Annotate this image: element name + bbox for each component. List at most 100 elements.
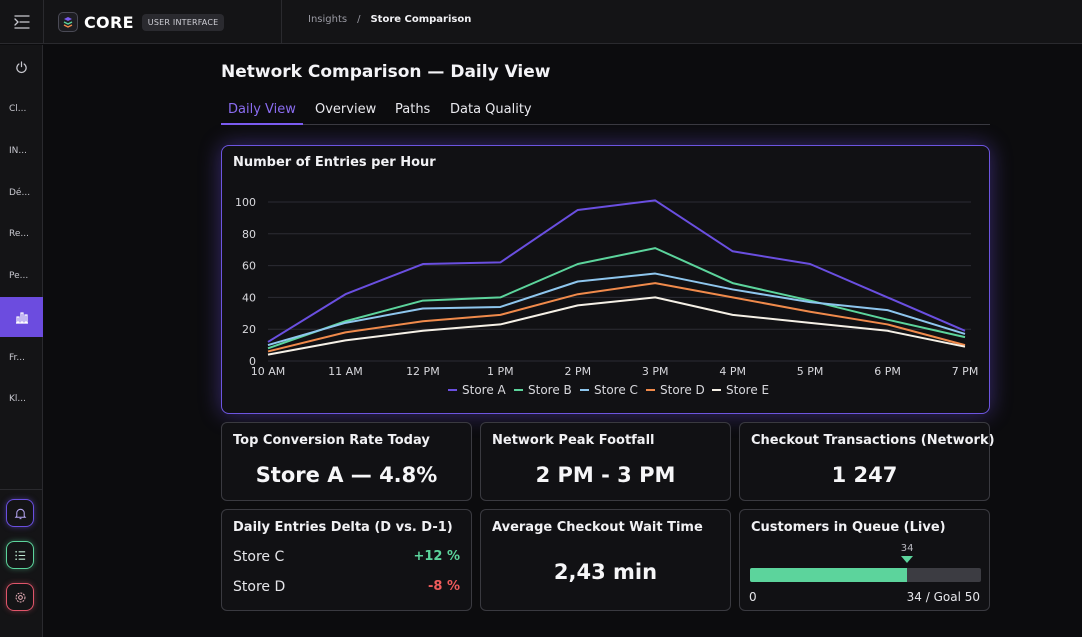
list-icon: [14, 550, 25, 560]
delta-store-label: Store C: [233, 549, 285, 565]
x-tick-label: 3 PM: [642, 365, 669, 378]
queue-progress-bar: [750, 568, 981, 582]
checkout-wait-card-title: Average Checkout Wait Time: [492, 520, 703, 535]
y-tick-label: 60: [242, 260, 256, 273]
top-bar: CORE USER INTERFACE Insights / Store Com…: [0, 0, 1082, 44]
checkout-transactions-card-title: Checkout Transactions (Network): [751, 433, 995, 448]
tab-daily-view[interactable]: Daily View: [221, 102, 303, 125]
sidebar-item-3[interactable]: Dé...: [0, 173, 43, 213]
y-tick-label: 40: [242, 291, 256, 304]
sidebar-item-1[interactable]: Cl...: [0, 89, 43, 129]
bar-chart-icon: [15, 312, 28, 324]
sidebar-item-label: IN...: [9, 146, 27, 156]
power-icon: [16, 60, 27, 73]
sidebar-divider: [0, 489, 43, 490]
queue-min-label: 0: [749, 590, 757, 604]
queue-marker-icon: [901, 556, 914, 563]
y-tick-label: 0: [249, 355, 256, 368]
peak-footfall-card-title: Network Peak Footfall: [492, 433, 655, 448]
peak-footfall-card-value: 2 PM - 3 PM: [535, 463, 676, 487]
sidebar-item-8[interactable]: Kl...: [0, 379, 43, 419]
conversion-card-title: Top Conversion Rate Today: [233, 433, 430, 448]
delta-value: +12 %: [413, 549, 460, 564]
menu-toggle-button[interactable]: [0, 0, 44, 44]
x-tick-label: 4 PM: [719, 365, 746, 378]
x-tick-label: 2 PM: [564, 365, 591, 378]
queue-current-label: 34: [900, 543, 914, 554]
checkout-transactions-card: Checkout Transactions (Network) 1 247: [739, 422, 995, 501]
x-tick-label: 6 PM: [874, 365, 901, 378]
checkout-wait-card-value: 2,43 min: [553, 560, 658, 584]
series-line-store-b: [267, 247, 966, 350]
sidebar: Cl... IN... Dé... Re... Pe... Fr... Kl..…: [0, 45, 43, 637]
x-tick-label: 12 PM: [406, 365, 440, 378]
settings-button[interactable]: [6, 583, 34, 611]
series-line-store-d: [267, 282, 966, 353]
delta-row-store-c: Store C +12 %: [233, 549, 460, 565]
sidebar-item-4[interactable]: Re...: [0, 214, 43, 254]
checkout-wait-card: Average Checkout Wait Time 2,43 min: [480, 509, 731, 611]
sidebar-item-5[interactable]: Pe...: [0, 256, 43, 296]
x-tick-label: 10 AM: [251, 365, 286, 378]
series-line-store-a: [267, 199, 966, 343]
queue-card: Customers in Queue (Live) 34 0 34 / Goal…: [739, 509, 990, 611]
breadcrumb-parent-link[interactable]: Insights: [308, 14, 348, 25]
bell-icon: [14, 508, 26, 519]
breadcrumb-separator: /: [357, 14, 361, 25]
tab-overview[interactable]: Overview: [315, 102, 377, 117]
series-line-store-c: [267, 272, 966, 347]
tab-data-quality[interactable]: Data Quality: [450, 102, 532, 117]
sidebar-item-label: Pe...: [9, 271, 29, 281]
breadcrumb-current: Store Comparison: [370, 14, 472, 25]
entries-delta-card-title: Daily Entries Delta (D vs. D-1): [233, 520, 453, 535]
sidebar-item-label: Fr...: [9, 353, 25, 363]
sidebar-item-2[interactable]: IN...: [0, 131, 43, 171]
conversion-card-value: Store A — 4.8%: [255, 463, 438, 487]
delta-row-store-d: Store D -8 %: [233, 579, 460, 595]
queue-progress-fill: [750, 568, 908, 582]
x-tick-label: 7 PM: [952, 365, 979, 378]
queue-goal-label: 34 / Goal 50: [906, 590, 980, 604]
brand-logo-icon: [58, 12, 78, 32]
x-tick-label: 5 PM: [797, 365, 824, 378]
x-tick-label: 11 AM: [328, 365, 363, 378]
sidebar-item-label: Kl...: [9, 394, 26, 404]
power-button[interactable]: [0, 47, 43, 87]
sidebar-item-label: Re...: [9, 229, 29, 239]
series-line-store-e: [267, 296, 966, 356]
delta-store-label: Store D: [233, 579, 286, 595]
sidebar-item-7[interactable]: Fr...: [0, 338, 43, 378]
y-tick-label: 20: [242, 323, 256, 336]
list-button[interactable]: [6, 541, 34, 569]
breadcrumb: Insights / Store Comparison: [308, 14, 471, 25]
checkout-transactions-card-value: 1 247: [831, 463, 898, 487]
settings-icon: [15, 592, 25, 602]
legend-label: Store E: [726, 383, 769, 397]
brand-name: CORE: [84, 12, 134, 32]
conversion-card: Top Conversion Rate Today Store A — 4.8%: [221, 422, 472, 501]
sidebar-item-label: Dé...: [9, 188, 31, 198]
legend-label: Store B: [528, 383, 572, 397]
chart-title: Number of Entries per Hour: [233, 155, 436, 170]
legend-label: Store A: [462, 383, 507, 397]
queue-card-title: Customers in Queue (Live): [751, 520, 946, 535]
line-chart: 0 20 40 60 80 100 10 AM 11 AM 12 PM 1 PM 2 PM 3 PM 4…: [235, 196, 979, 397]
brand[interactable]: CORE USER INTERFACE: [45, 0, 282, 44]
menu-collapse-icon: [13, 15, 30, 29]
y-tick-label: 100: [235, 196, 256, 209]
x-tick-label: 1 PM: [487, 365, 514, 378]
y-tick-label: 80: [242, 228, 256, 241]
notifications-button[interactable]: [6, 499, 34, 527]
legend-label: Store D: [660, 383, 705, 397]
sidebar-item-analytics[interactable]: [0, 297, 43, 337]
peak-footfall-card: Network Peak Footfall 2 PM - 3 PM: [480, 422, 731, 501]
page-title: Network Comparison — Daily View: [221, 62, 551, 82]
sidebar-item-label: Cl...: [9, 104, 27, 114]
entries-delta-card: Daily Entries Delta (D vs. D-1) Store C …: [221, 509, 472, 611]
brand-badge: USER INTERFACE: [141, 13, 225, 31]
tab-bar: Daily View Overview Paths Data Quality: [221, 100, 990, 125]
tab-paths[interactable]: Paths: [395, 102, 431, 117]
delta-value: -8 %: [428, 579, 460, 594]
chart-card: Number of Entries per Hour 0 20 40 60 80 100 1…: [221, 145, 990, 414]
legend-label: Store C: [594, 383, 638, 397]
